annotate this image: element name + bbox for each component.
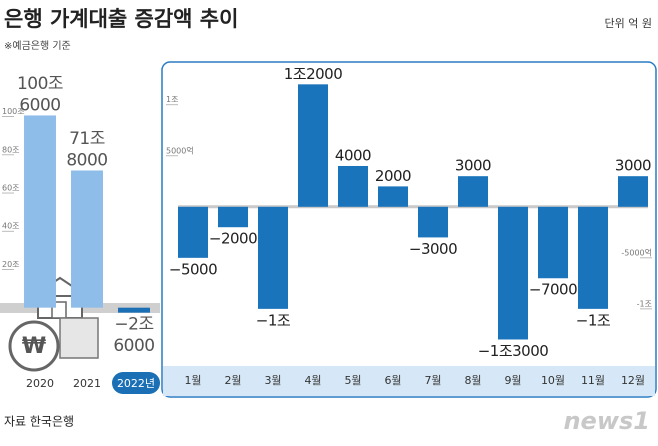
- value-label: −2000: [209, 230, 257, 248]
- bar: [118, 307, 150, 313]
- subtitle: ※예금은행 기준: [4, 40, 71, 52]
- bar: [498, 206, 528, 340]
- bar: [538, 206, 568, 279]
- value-label: 2000: [375, 167, 411, 185]
- y-tick-label: -5000억: [621, 247, 652, 257]
- value-label: 71조 8000: [66, 129, 107, 170]
- svg-text:₩: ₩: [22, 334, 46, 359]
- x-tick-label: 9월: [504, 374, 521, 387]
- unit: 단위 억 원: [605, 17, 652, 30]
- bar: [258, 206, 288, 309]
- monthly-panel: [161, 61, 657, 398]
- value-label: −7000: [529, 281, 577, 299]
- value-label: −1조: [256, 311, 291, 329]
- title: 은행 가계대출 증감액 추이: [4, 7, 238, 31]
- y-tick-label: 1조: [166, 95, 178, 104]
- house-icon: ₩: [8, 276, 99, 372]
- x-tick-label: 4월: [304, 374, 321, 387]
- value-label: 3000: [615, 157, 651, 175]
- x-tick-label: 3월: [264, 374, 281, 387]
- y-tick-label: 80조: [2, 145, 20, 154]
- y-tick-label: 40조: [2, 222, 20, 231]
- y-tick-label: 5000억: [166, 145, 194, 155]
- value-label: −1조3000: [478, 342, 549, 360]
- x-tick-label: 1월: [184, 374, 201, 387]
- bar: [378, 186, 408, 207]
- value-label: −2조 6000: [113, 315, 154, 356]
- source: 자료 한국은행: [4, 414, 74, 429]
- bar: [218, 206, 248, 228]
- x-tick-label: 2020: [26, 377, 54, 390]
- bar: [24, 115, 56, 308]
- value-label: 4000: [335, 146, 371, 164]
- bar: [298, 84, 328, 207]
- y-tick-label: 100조: [2, 107, 25, 116]
- value-label: 100조 6000: [17, 74, 63, 115]
- bar: [178, 206, 208, 258]
- y-tick-label: 60조: [2, 184, 20, 193]
- y-tick-label: -1조: [637, 299, 652, 308]
- x-tick-label: 6월: [384, 374, 401, 387]
- value-label: −1조: [576, 311, 611, 329]
- x-tick-label: 10월: [541, 374, 565, 387]
- bar: [578, 206, 608, 309]
- year-badge: [112, 372, 160, 394]
- x-tick-label: 2월: [224, 374, 241, 387]
- watermark: news1: [563, 407, 650, 435]
- bar: [71, 170, 103, 308]
- value-label: 1조2000: [284, 65, 343, 83]
- value-label: 3000: [455, 157, 491, 175]
- x-tick-label: 5월: [344, 374, 361, 387]
- value-label: −5000: [169, 260, 217, 278]
- x-tick-label: 11월: [581, 374, 605, 387]
- x-axis-label: 2022년: [117, 377, 155, 390]
- bar: [418, 206, 448, 238]
- x-tick-label: 2021: [73, 377, 101, 390]
- x-tick-label: 8월: [464, 374, 481, 387]
- bar: [338, 165, 368, 207]
- bar: [458, 176, 488, 207]
- month-strip: [163, 366, 655, 396]
- y-tick-label: 20조: [2, 260, 20, 269]
- x-tick-label: 12월: [621, 374, 645, 387]
- bar: [618, 176, 648, 207]
- value-label: −3000: [409, 240, 457, 258]
- x-tick-label: 7월: [424, 374, 441, 387]
